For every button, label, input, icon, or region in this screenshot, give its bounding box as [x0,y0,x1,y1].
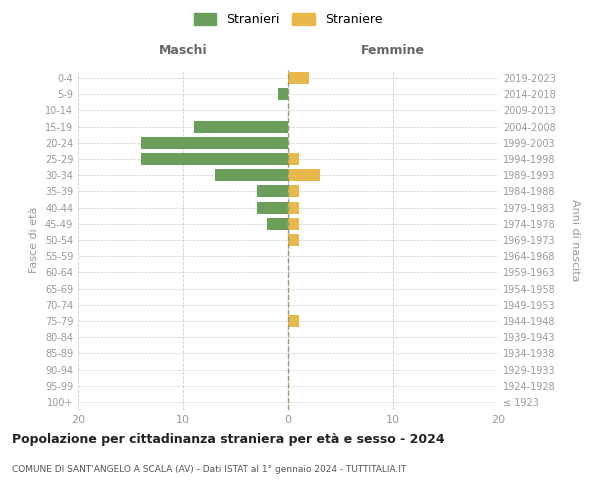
Bar [288,234,299,246]
Bar [257,202,288,213]
Bar [215,169,288,181]
Bar [193,120,288,132]
Y-axis label: Anni di nascita: Anni di nascita [569,198,580,281]
Bar [288,186,299,198]
Text: Maschi: Maschi [158,44,208,57]
Bar [141,153,288,165]
Legend: Stranieri, Straniere: Stranieri, Straniere [190,8,386,30]
Text: COMUNE DI SANT'ANGELO A SCALA (AV) - Dati ISTAT al 1° gennaio 2024 - TUTTITALIA.: COMUNE DI SANT'ANGELO A SCALA (AV) - Dat… [12,465,406,474]
Bar [288,315,299,327]
Bar [288,202,299,213]
Y-axis label: Fasce di età: Fasce di età [29,207,39,273]
Bar [288,218,299,230]
Bar [257,186,288,198]
Text: Popolazione per cittadinanza straniera per età e sesso - 2024: Popolazione per cittadinanza straniera p… [12,432,445,446]
Bar [288,153,299,165]
Bar [141,137,288,149]
Bar [277,88,288,101]
Bar [288,72,309,84]
Bar [288,169,320,181]
Bar [267,218,288,230]
Text: Femmine: Femmine [361,44,425,57]
